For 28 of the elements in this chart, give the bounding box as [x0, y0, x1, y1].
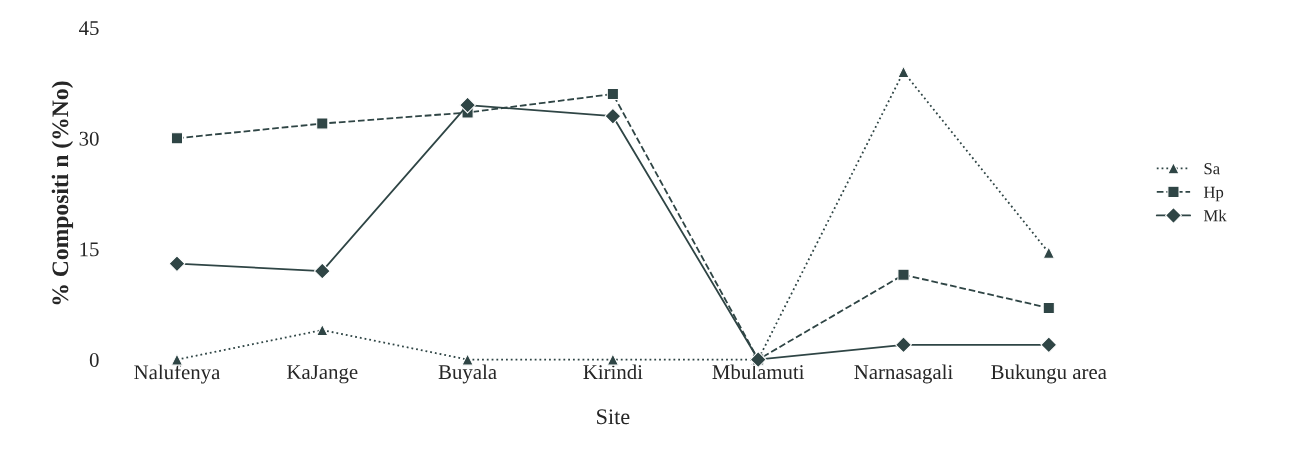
point	[1040, 336, 1058, 354]
point	[168, 255, 186, 273]
legend-label: Mk	[1203, 209, 1227, 222]
legend-label: Sa	[1204, 163, 1220, 175]
point	[604, 107, 622, 125]
point	[1042, 301, 1055, 315]
y-tick-label: 0	[89, 352, 99, 368]
x-tick-label: Kirindi	[583, 364, 643, 380]
x-tick-label: Mbulamuti	[712, 364, 805, 380]
y-tick-label: 15	[80, 242, 99, 257]
point	[313, 262, 331, 280]
x-tick-label: Bukungu area	[991, 364, 1107, 384]
x-tick-label: Narnasagali	[854, 364, 953, 384]
point	[316, 117, 329, 130]
point	[606, 87, 619, 101]
legend-label: Hp	[1203, 186, 1224, 202]
y-axis-title: % Compositi n (%No)	[51, 81, 74, 305]
point	[895, 336, 912, 354]
point	[897, 268, 910, 281]
y-tick-label: 45	[79, 21, 99, 36]
x-tick-label: KaJange	[287, 365, 358, 384]
point	[459, 96, 476, 114]
x-tick-label: Buyala	[438, 364, 497, 384]
y-tick-label: 30	[79, 131, 99, 146]
x-axis-title: Site	[597, 409, 630, 425]
point	[170, 132, 184, 145]
point	[1042, 246, 1055, 259]
x-tick-label: Nalufenya	[134, 364, 221, 384]
